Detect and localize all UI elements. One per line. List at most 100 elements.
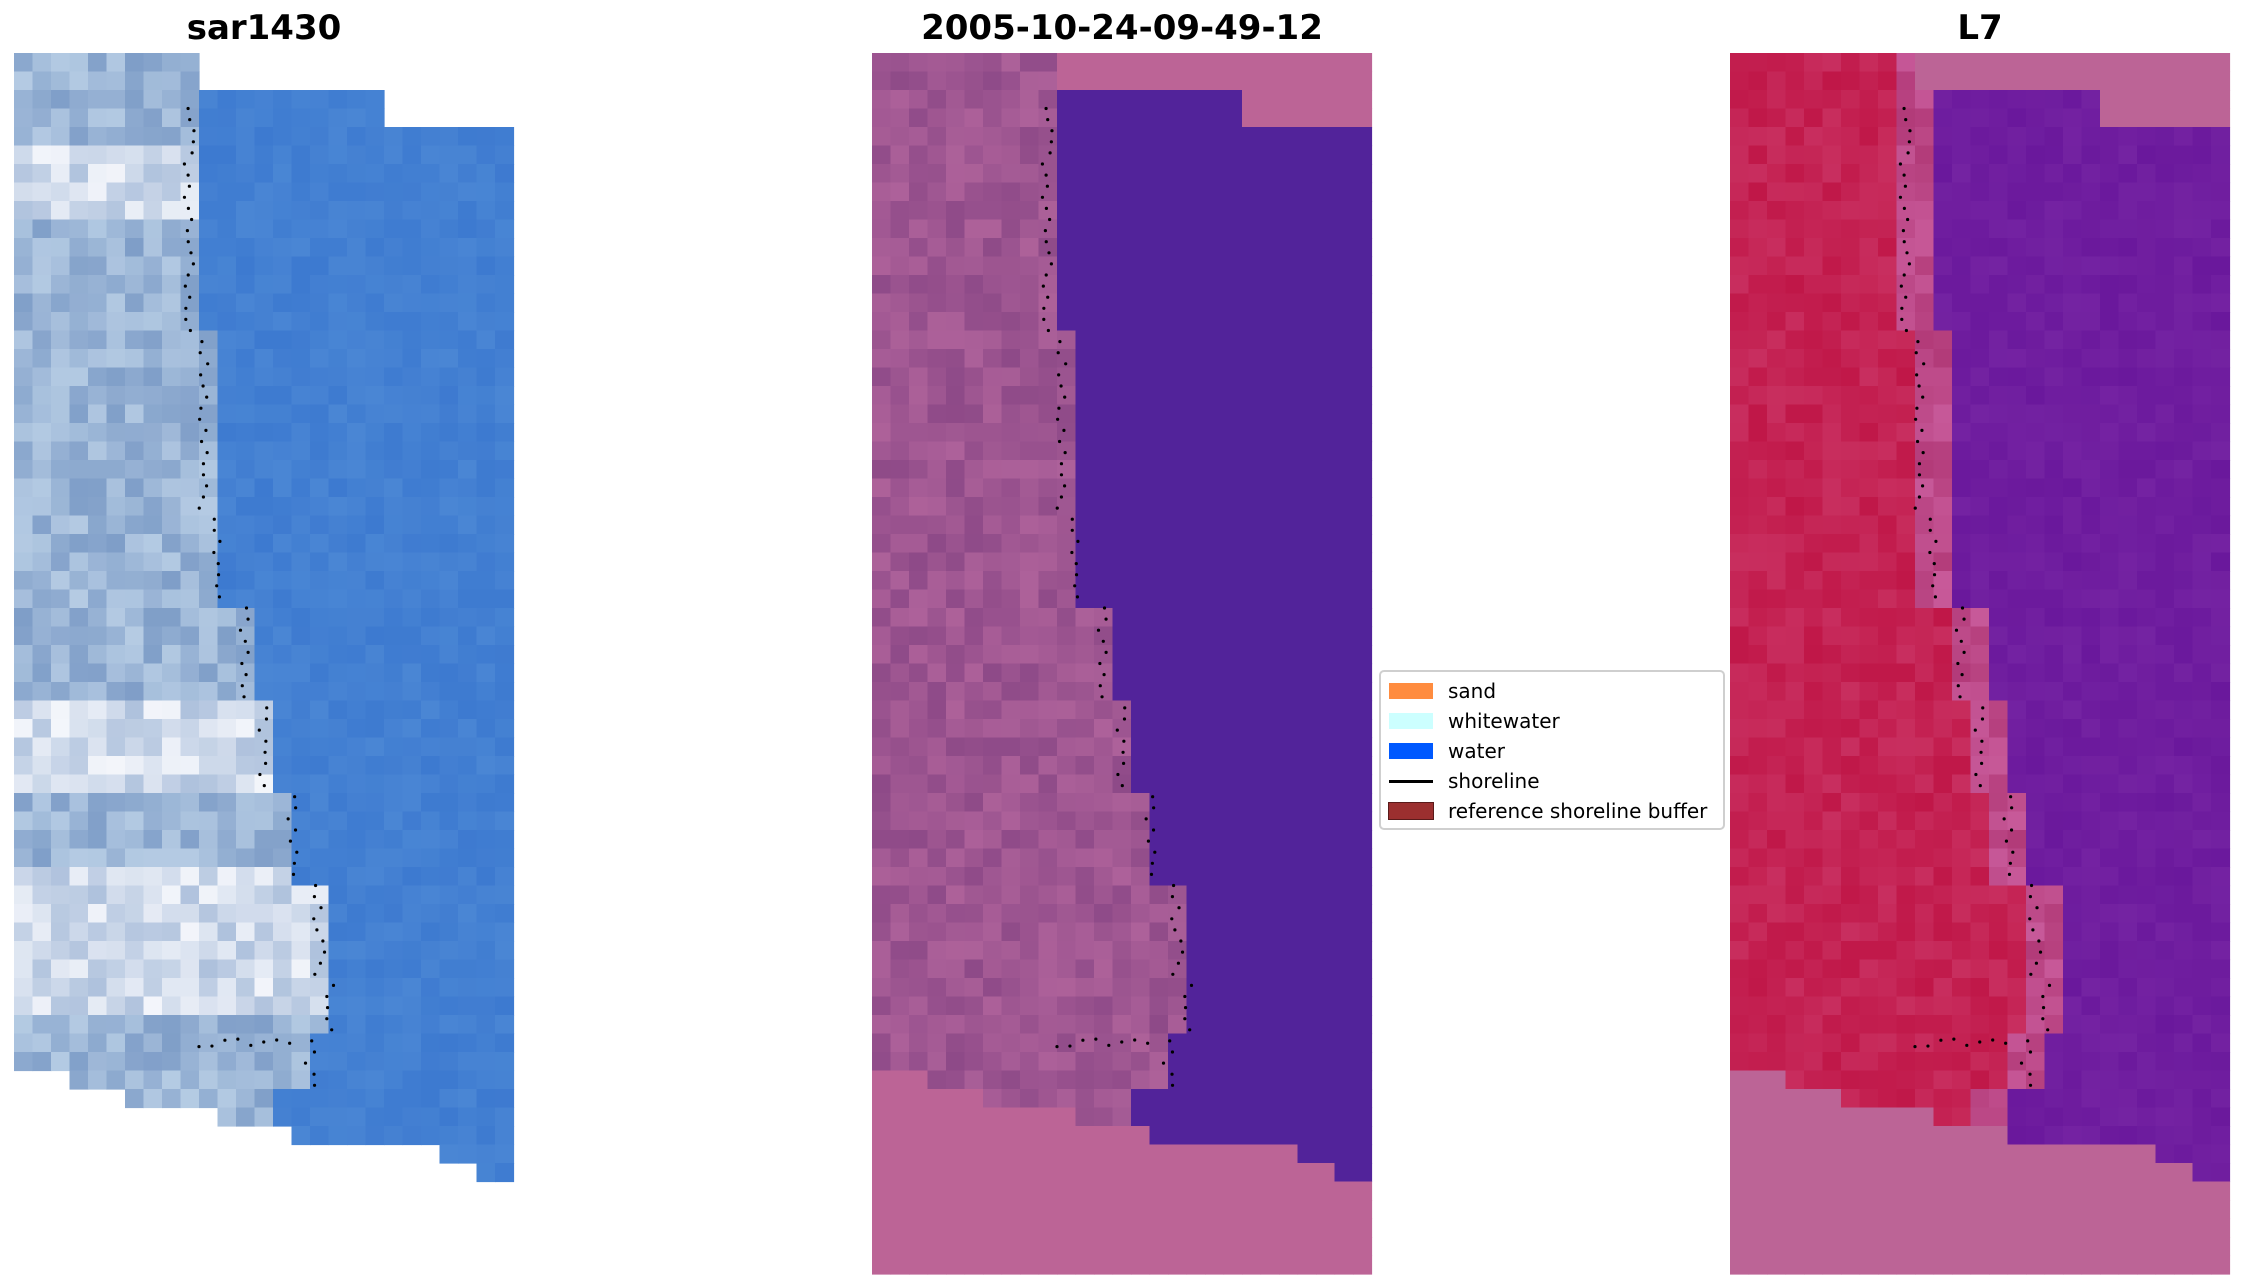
class-pixel — [909, 404, 929, 424]
image-pixel — [106, 312, 126, 332]
class-pixel — [927, 922, 947, 942]
shoreline-point — [312, 1072, 316, 1076]
class-pixel — [1094, 275, 1114, 295]
index-pixel — [1841, 552, 1861, 572]
image-pixel — [162, 774, 182, 794]
class-pixel — [1223, 515, 1243, 535]
class-pixel — [1186, 719, 1206, 739]
image-pixel — [421, 201, 441, 221]
image-pixel — [439, 330, 459, 350]
class-pixel — [1038, 793, 1058, 813]
class-pixel — [1149, 293, 1169, 313]
image-pixel — [273, 164, 293, 184]
image-pixel — [273, 589, 293, 609]
image-pixel — [347, 904, 367, 924]
index-pixel — [2100, 293, 2120, 313]
class-pixel — [1057, 404, 1077, 424]
image-pixel — [51, 423, 71, 443]
class-pixel — [1075, 349, 1095, 369]
image-pixel — [88, 774, 108, 794]
index-pixel — [1970, 404, 1990, 424]
class-pixel — [1057, 534, 1077, 554]
index-pixel — [1896, 330, 1916, 350]
index-pixel — [1933, 830, 1953, 850]
index-pixel — [2063, 885, 2083, 905]
index-pixel — [2155, 756, 2175, 776]
image-pixel — [439, 275, 459, 295]
class-pixel — [1168, 978, 1188, 998]
image-pixel — [310, 941, 330, 961]
image-pixel — [495, 904, 515, 924]
class-pixel — [1205, 423, 1225, 443]
class-pixel — [1205, 108, 1225, 128]
index-pixel — [1915, 1070, 1935, 1090]
index-pixel — [1785, 497, 1805, 517]
class-pixel — [1260, 71, 1280, 91]
image-pixel — [347, 386, 367, 406]
index-pixel — [1822, 1033, 1842, 1053]
index-pixel — [2100, 682, 2120, 702]
class-pixel — [1001, 275, 1021, 295]
index-pixel — [2155, 830, 2175, 850]
image-pixel — [162, 238, 182, 258]
class-pixel — [1242, 71, 1262, 91]
shoreline-point — [186, 173, 190, 177]
class-pixel — [1186, 608, 1206, 628]
image-pixel — [365, 830, 385, 850]
class-pixel — [1316, 367, 1336, 387]
index-pixel — [1933, 1033, 1953, 1053]
class-pixel — [1168, 663, 1188, 683]
shoreline-point — [1121, 761, 1126, 766]
class-pixel — [927, 626, 947, 646]
image-pixel — [495, 663, 515, 683]
index-pixel — [1896, 53, 1916, 73]
index-pixel — [1915, 737, 1935, 757]
index-pixel — [1785, 626, 1805, 646]
image-pixel — [291, 330, 311, 350]
image-pixel — [365, 312, 385, 332]
image-pixel — [217, 386, 237, 406]
index-pixel — [1785, 1015, 1805, 1035]
index-pixel — [2007, 700, 2027, 720]
class-pixel — [1334, 256, 1354, 276]
index-pixel — [2063, 904, 2083, 924]
index-pixel — [2044, 71, 2064, 91]
index-pixel — [1952, 645, 1972, 665]
index-pixel — [1989, 201, 2009, 221]
index-pixel — [1989, 774, 2009, 794]
shoreline-point — [1183, 994, 1187, 999]
class-pixel — [1260, 682, 1280, 702]
image-pixel — [143, 293, 163, 313]
index-pixel — [1785, 201, 1805, 221]
index-pixel — [1804, 645, 1824, 665]
class-pixel — [1279, 848, 1299, 868]
class-pixel — [1112, 682, 1132, 702]
class-pixel — [1020, 830, 1040, 850]
class-pixel — [1242, 534, 1262, 554]
class-pixel — [872, 1070, 892, 1090]
class-pixel — [1131, 885, 1151, 905]
image-pixel — [51, 515, 71, 535]
class-pixel — [1094, 1033, 1114, 1053]
image-pixel — [347, 1052, 367, 1072]
index-pixel — [1748, 1070, 1768, 1090]
image-pixel — [51, 552, 71, 572]
class-pixel — [927, 1070, 947, 1090]
index-pixel — [2137, 885, 2157, 905]
index-pixel — [1952, 737, 1972, 757]
shoreline-point — [1121, 750, 1125, 754]
class-pixel — [1279, 1015, 1299, 1035]
image-pixel — [495, 1163, 515, 1183]
index-pixel — [1748, 978, 1768, 998]
class-pixel — [1242, 1255, 1262, 1275]
class-pixel — [1279, 330, 1299, 350]
image-pixel — [14, 182, 34, 202]
class-pixel — [1075, 737, 1095, 757]
class-pixel — [1260, 1015, 1280, 1035]
index-pixel — [2081, 1052, 2101, 1072]
class-pixel — [1223, 497, 1243, 517]
index-pixel — [1859, 71, 1879, 91]
index-pixel — [2137, 774, 2157, 794]
index-pixel — [1952, 848, 1972, 868]
class-pixel — [1131, 1033, 1151, 1053]
